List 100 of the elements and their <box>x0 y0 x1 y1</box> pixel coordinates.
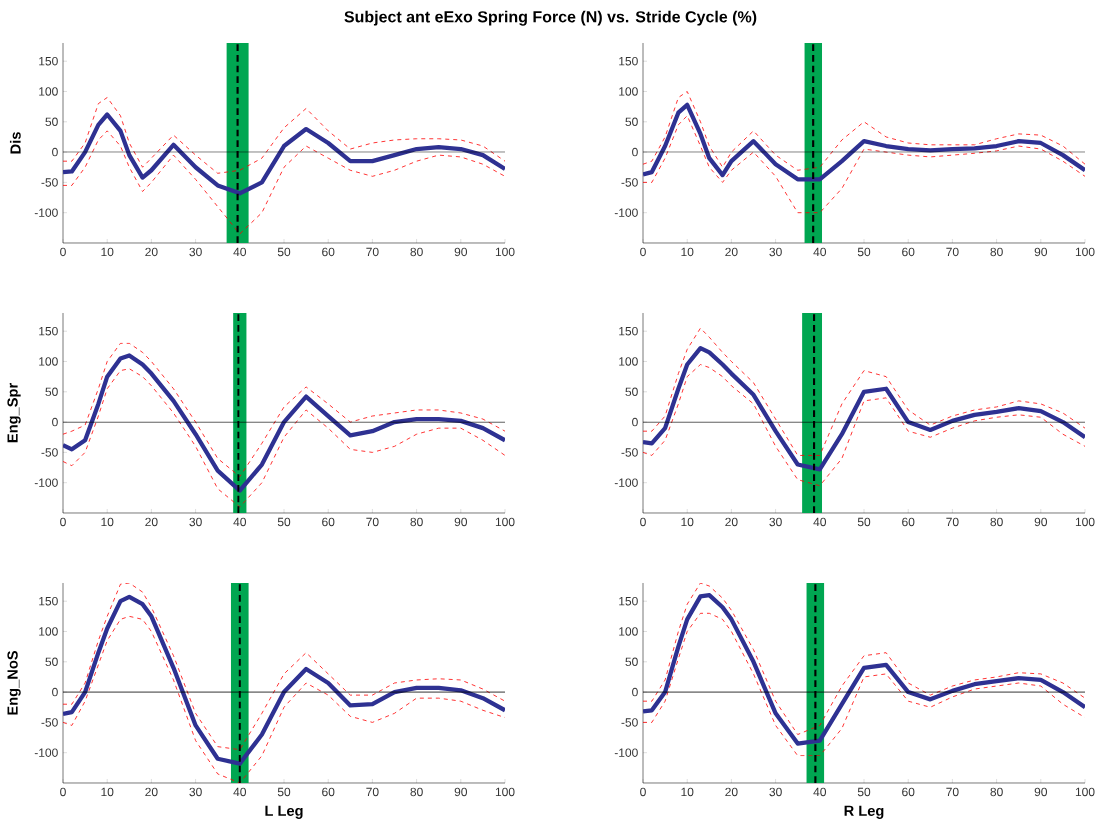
y-tick-label: -50 <box>41 178 58 187</box>
y-tick-label: -50 <box>41 448 58 457</box>
x-tick-label: 100 <box>1075 787 1095 797</box>
x-tick-label: 50 <box>277 517 291 527</box>
x-tick-label: 40 <box>813 787 827 797</box>
x-axis-title: R Leg <box>844 805 884 819</box>
x-tick-label: 30 <box>189 787 202 797</box>
x-axis-title: L Leg <box>265 805 303 819</box>
x-tick-label: 90 <box>454 247 468 257</box>
x-tick-label: 70 <box>366 787 379 797</box>
y-tick-label: 100 <box>39 627 58 636</box>
x-tick-label: 90 <box>454 787 468 797</box>
y-tick-label: 150 <box>619 326 638 336</box>
y-axis-title: Dis <box>9 132 21 154</box>
x-tick-label: 100 <box>1075 247 1095 257</box>
x-tick-label: 90 <box>1034 517 1048 527</box>
x-tick-label: 10 <box>101 787 114 797</box>
x-tick-label: 80 <box>410 517 423 527</box>
y-axis-title: Eng_Spr <box>7 383 21 443</box>
y-tick-label: 50 <box>625 117 638 127</box>
x-tick-label: 0 <box>60 787 66 797</box>
x-tick-label: 50 <box>857 247 871 257</box>
y-tick-label: 50 <box>625 387 638 397</box>
x-tick-label: 60 <box>902 247 915 257</box>
x-tick-label: 70 <box>946 517 959 527</box>
y-tick-label: -100 <box>614 208 638 217</box>
x-tick-label: 60 <box>902 787 915 797</box>
y-tick-label: 150 <box>39 56 58 66</box>
x-tick-label: 20 <box>725 517 738 527</box>
x-tick-label: 0 <box>640 787 646 797</box>
y-tick-label: 100 <box>619 357 638 366</box>
y-tick-label: -100 <box>34 748 58 757</box>
x-tick-label: 80 <box>410 247 423 257</box>
x-tick-label: 40 <box>813 247 827 257</box>
y-tick-label: 150 <box>39 596 58 606</box>
x-tick-label: 0 <box>60 517 66 527</box>
y-tick-label: -50 <box>41 718 58 727</box>
x-tick-label: 60 <box>322 787 335 797</box>
x-tick-label: 60 <box>902 517 915 527</box>
y-tick-label: 0 <box>52 147 58 157</box>
x-tick-label: 10 <box>681 787 694 797</box>
x-tick-label: 40 <box>233 787 247 797</box>
x-tick-label: 100 <box>495 517 515 527</box>
x-tick-label: 80 <box>990 247 1003 257</box>
x-tick-label: 10 <box>101 247 114 257</box>
y-tick-label: 50 <box>45 387 58 397</box>
x-tick-label: 30 <box>769 517 782 527</box>
y-tick-label: 0 <box>632 687 638 697</box>
y-tick-label: -50 <box>621 718 638 727</box>
y-tick-label: 50 <box>45 657 58 667</box>
x-tick-label: 50 <box>857 517 871 527</box>
x-tick-label: 60 <box>322 247 335 257</box>
y-tick-label: 50 <box>625 657 638 667</box>
y-tick-label: 150 <box>619 56 638 66</box>
y-tick-label: 0 <box>632 417 638 427</box>
x-tick-label: 80 <box>410 787 423 797</box>
y-tick-label: -100 <box>34 478 58 487</box>
x-tick-label: 20 <box>725 247 738 257</box>
x-tick-label: 0 <box>60 247 66 257</box>
x-tick-label: 20 <box>145 247 158 257</box>
y-tick-label: 100 <box>39 357 58 366</box>
y-tick-label: -50 <box>621 448 638 457</box>
x-tick-label: 70 <box>366 517 379 527</box>
x-tick-label: 40 <box>233 517 247 527</box>
x-tick-label: 10 <box>101 517 114 527</box>
y-tick-label: -100 <box>614 478 638 487</box>
y-tick-label: 100 <box>39 87 58 96</box>
x-tick-label: 30 <box>189 517 202 527</box>
x-tick-label: 70 <box>366 247 379 257</box>
y-tick-label: -50 <box>621 178 638 187</box>
x-tick-label: 100 <box>495 247 515 257</box>
x-tick-label: 50 <box>277 247 291 257</box>
x-tick-label: 70 <box>946 247 959 257</box>
x-tick-label: 30 <box>189 247 202 257</box>
y-tick-label: 150 <box>619 596 638 606</box>
x-tick-label: 40 <box>233 247 247 257</box>
x-tick-label: 100 <box>1075 517 1095 527</box>
x-tick-label: 80 <box>990 517 1003 527</box>
y-tick-label: 150 <box>39 326 58 336</box>
x-tick-label: 30 <box>769 787 782 797</box>
x-tick-label: 90 <box>1034 787 1048 797</box>
y-tick-label: 0 <box>52 417 58 427</box>
x-tick-label: 70 <box>946 787 959 797</box>
x-tick-label: 60 <box>322 517 335 527</box>
x-tick-label: 20 <box>725 787 738 797</box>
x-tick-label: 50 <box>277 787 291 797</box>
y-tick-label: -100 <box>34 208 58 217</box>
y-tick-label: 100 <box>619 87 638 96</box>
y-axis-title: Eng_NoS <box>7 650 21 715</box>
x-tick-label: 40 <box>813 517 827 527</box>
x-tick-label: 50 <box>857 787 871 797</box>
x-tick-label: 20 <box>145 517 158 527</box>
y-tick-label: 0 <box>52 687 58 697</box>
y-tick-label: 50 <box>45 117 58 127</box>
x-tick-label: 20 <box>145 787 158 797</box>
y-tick-label: 0 <box>632 147 638 157</box>
y-tick-label: 100 <box>619 627 638 636</box>
x-tick-label: 0 <box>640 517 646 527</box>
x-tick-label: 10 <box>681 517 694 527</box>
text: Subject ant eExo Spring Force (N) vs. Stride Cycle (%) <box>344 10 757 26</box>
